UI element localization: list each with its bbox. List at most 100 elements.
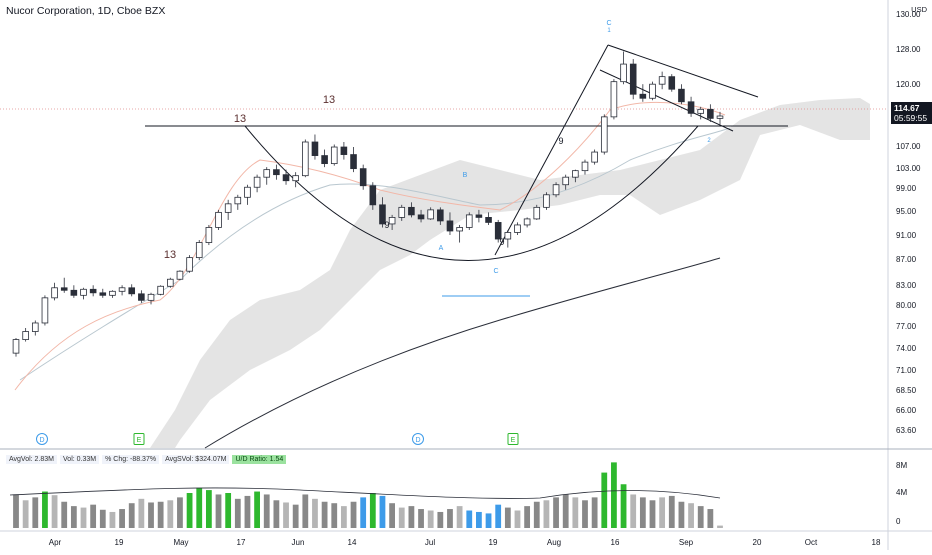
candle-body: [591, 151, 598, 163]
volume-bar: [697, 506, 704, 528]
candle-body: [128, 287, 136, 295]
price-tick-label: 91.00: [896, 231, 917, 240]
price-tick-label: 66.00: [896, 406, 917, 415]
volume-bar: [582, 500, 588, 528]
volume-bar: [331, 503, 338, 528]
candle-body: [273, 169, 280, 176]
volume-bar: [99, 509, 106, 528]
volume-bar: [109, 511, 116, 528]
candle-body: [311, 141, 319, 156]
candle-body: [475, 214, 483, 218]
volume-bar: [639, 497, 646, 528]
candle-body: [687, 101, 695, 114]
volume-bar: [408, 506, 415, 528]
volume-bar: [514, 510, 521, 528]
candle-body: [31, 322, 39, 332]
volume-bar: [167, 500, 174, 528]
volume-bar: [360, 497, 367, 528]
volume-bar: [717, 525, 723, 528]
volume-bar: [524, 506, 531, 528]
price-tick-label: 80.00: [896, 301, 917, 310]
volume-bar: [466, 510, 473, 528]
candle-body: [494, 222, 502, 240]
candle-body: [118, 287, 126, 292]
volume-bar: [273, 500, 280, 528]
volume-bar: [61, 501, 68, 528]
volume-bar: [668, 495, 675, 528]
currency-label: USD: [911, 5, 927, 14]
pattern-annotation: 13: [323, 94, 335, 106]
dividend-badge: [36, 433, 48, 445]
flag-lower-line: [599, 69, 734, 132]
pct-chg-label: % Chg: -88.37%: [102, 455, 160, 464]
pattern-annotation: 13: [234, 113, 246, 125]
volume-bar: [601, 472, 608, 528]
candle-body: [485, 217, 492, 223]
volume-bar: [485, 513, 492, 528]
date-tick-label: 19: [489, 538, 498, 547]
pattern-annotation: 9: [499, 237, 504, 247]
candle-body: [668, 76, 676, 90]
volume-bar: [234, 498, 241, 528]
volume-bar: [205, 490, 212, 528]
candle-body: [99, 292, 107, 296]
volume-bar: [649, 500, 656, 528]
candle-body: [176, 270, 184, 280]
candle-body: [205, 227, 213, 243]
volume-bar: [292, 504, 299, 528]
candle-body: [51, 287, 58, 299]
volume-bar: [678, 501, 685, 528]
volume-bar: [620, 484, 627, 528]
earnings-badge-label: E: [511, 437, 516, 444]
last-price-value: 114.67: [894, 103, 920, 113]
candle-body: [350, 154, 357, 170]
pattern-annotation: B: [463, 172, 468, 179]
earnings-badge: [133, 433, 145, 445]
candle-body: [215, 211, 222, 228]
pattern-annotation: C: [493, 268, 498, 275]
volume-bar: [42, 491, 48, 528]
candle-body: [572, 170, 579, 178]
volume-bar: [553, 497, 559, 528]
date-tick-label: 17: [237, 538, 246, 547]
volume-bar: [543, 500, 550, 528]
volume-bar: [302, 494, 309, 528]
volume-bar: [244, 495, 251, 528]
candle-body: [639, 93, 647, 99]
candle-body: [157, 285, 164, 295]
volume-bar: [369, 493, 376, 528]
volume-stats-bar: AvgVol: 2.83M Vol: 0.33M % Chg: -88.37% …: [6, 455, 287, 464]
dividend-badge: [412, 433, 424, 445]
volume-axis-label: 4M: [896, 488, 907, 497]
volume-bar: [447, 509, 453, 528]
volume-bar: [254, 491, 260, 528]
price-tick-label: 63.60: [896, 426, 917, 435]
price-tick-label: 77.00: [896, 322, 917, 331]
date-tick-label: Jul: [425, 538, 435, 547]
volume-bar: [533, 501, 540, 528]
candle-body: [80, 288, 87, 296]
candle-body: [369, 185, 377, 206]
volume-bar: [398, 507, 405, 528]
price-tick-label: 68.50: [896, 386, 917, 395]
volume-bar: [630, 494, 637, 528]
volume-bar: [177, 497, 183, 528]
volume-bar: [70, 506, 77, 528]
volume-bar: [51, 495, 58, 528]
candle-body: [678, 88, 685, 103]
candle-body: [253, 176, 261, 188]
volume-bar: [80, 507, 87, 528]
candle-body: [610, 81, 618, 118]
candle-body: [446, 220, 454, 232]
candle-body: [186, 257, 193, 272]
candle-body: [552, 184, 560, 196]
candle-body: [716, 115, 724, 119]
candle-body: [514, 224, 521, 233]
candle-body: [562, 176, 569, 186]
volume-bar: [157, 501, 164, 528]
candle-body: [302, 141, 309, 177]
volume-bar: [196, 487, 203, 528]
volume-bar: [688, 503, 694, 528]
